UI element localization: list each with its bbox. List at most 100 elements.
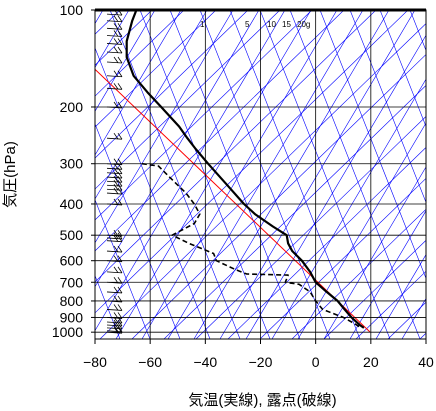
dry-adiabat-line: [259, 10, 391, 339]
wind-barb-flag: [117, 312, 123, 319]
mixing-ratio-label: 10: [267, 20, 276, 29]
wind-barb-flag: [117, 245, 123, 253]
y-axis-title: 気圧(hPa): [2, 141, 19, 208]
wind-barb: [106, 255, 123, 263]
dry-adiabat-line: [409, 10, 426, 52]
wind-barb-flag: [113, 167, 119, 174]
wind-barb-flag: [113, 180, 119, 187]
y-tick-label: 100: [60, 2, 84, 18]
wind-barb-flag: [117, 184, 123, 191]
wind-barb: [106, 132, 123, 140]
wind-barb-flag: [117, 255, 123, 262]
mixing-ratio-line: [131, 54, 426, 339]
x-tick-label: −60: [138, 354, 162, 370]
wind-barb: [106, 198, 123, 206]
wind-barb-flag: [117, 132, 123, 140]
mixing-ratio-line: [95, 10, 217, 128]
wind-barb-flag: [117, 23, 123, 30]
wind-barb-flag: [117, 229, 123, 237]
isotherm-line: [115, 10, 312, 339]
wind-barb: [106, 38, 123, 45]
wind-barb: [106, 101, 123, 109]
wind-barb-flag: [117, 70, 123, 77]
wind-barb-staff: [106, 106, 123, 109]
wind-barb-staff: [106, 234, 123, 237]
wind-barb-flag: [113, 245, 119, 253]
isotherm-line: [95, 10, 156, 112]
mixing-ratio-line: [419, 332, 426, 339]
y-tick-label: 1000: [52, 324, 83, 340]
dry-adiabat-line: [289, 10, 421, 339]
wind-barb-staff: [106, 309, 123, 311]
wind-barb-flag: [117, 316, 123, 324]
x-axis-title: 気温(実線), 露点(破線): [188, 392, 336, 409]
y-tick-label: 700: [60, 274, 84, 290]
wind-barb-staff: [106, 300, 123, 303]
wind-barb-flag: [113, 319, 119, 327]
wind-barb-staff: [106, 240, 123, 243]
y-tick-label: 400: [60, 196, 84, 212]
wind-barb-staff: [106, 330, 123, 333]
wind-barb: [106, 46, 123, 54]
wind-barb-flag: [113, 176, 119, 183]
wind-barb-staff: [106, 237, 123, 240]
y-tick-label: 900: [60, 309, 84, 325]
mixing-ratio-line: [163, 85, 426, 339]
wind-barb-flag: [117, 322, 123, 330]
wind-barb-flag: [113, 158, 119, 165]
sounding-profiles: [125, 10, 365, 329]
wind-barb-flag: [113, 38, 119, 45]
wind-barb-flag: [117, 56, 123, 64]
y-tick-label: 800: [60, 293, 84, 309]
mixing-ratio-line: [259, 177, 426, 339]
wind-barb-flag: [113, 277, 119, 284]
wind-barb: [106, 295, 123, 303]
wind-barb-flag: [113, 286, 119, 293]
wind-barb-staff: [106, 13, 123, 16]
wind-barb: [106, 56, 123, 64]
wind-barb: [106, 23, 123, 30]
wind-barb-flag: [113, 326, 119, 334]
x-axis-ticks: −80 −60 −40 −20 0 20 40: [83, 339, 434, 370]
wind-barb-staff: [106, 27, 123, 30]
dry-adiabat-line: [95, 274, 121, 339]
wind-barb-flag: [117, 286, 123, 294]
wind-barb-flag: [117, 101, 123, 109]
mixing-ratio-line: [355, 270, 426, 339]
wind-barb-flag: [113, 316, 119, 324]
wind-barb-flag: [117, 15, 123, 22]
wind-barb-staff: [106, 331, 123, 334]
wind-barb: [106, 30, 123, 37]
wind-barb-flag: [117, 266, 123, 274]
wind-barb-flag: [117, 83, 123, 90]
y-tick-label: 500: [60, 227, 84, 243]
wind-barb-flag: [117, 277, 123, 284]
wind-barb-staff: [106, 281, 123, 284]
wind-barb-flag: [113, 46, 119, 54]
mixing-ratio-line: [95, 10, 281, 190]
mixing-ratio-labels: 1 5 10 15 20g: [200, 20, 310, 29]
wind-barb-flag: [113, 163, 119, 170]
x-tick-label: 20: [363, 354, 379, 370]
wind-barb-flag: [113, 171, 119, 179]
wind-barb: [106, 235, 123, 243]
wind-barb: [106, 277, 123, 284]
wind-barb-flag: [113, 132, 119, 140]
wind-barb-staff: [106, 35, 123, 37]
dry-adiabat-line: [379, 10, 426, 128]
y-tick-label: 200: [60, 99, 84, 115]
wind-barb-staff: [106, 271, 123, 274]
dry-adiabat-line: [109, 10, 241, 339]
wind-barb-staff: [106, 203, 123, 206]
wind-barb-flag: [113, 30, 119, 37]
isotherm-line: [375, 254, 426, 339]
x-tick-label: 40: [418, 354, 434, 370]
wind-barb: [106, 326, 123, 334]
dry-adiabat-line: [349, 10, 426, 204]
wind-barb-flag: [117, 176, 123, 183]
isotherm-line: [167, 10, 364, 339]
isotherm-line: [271, 78, 426, 339]
wind-barb-staff: [106, 192, 123, 195]
wind-barb-flag: [117, 326, 123, 334]
